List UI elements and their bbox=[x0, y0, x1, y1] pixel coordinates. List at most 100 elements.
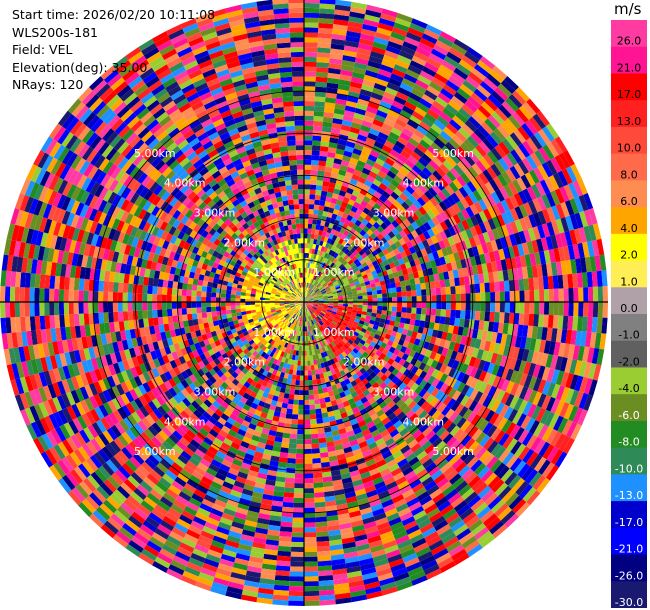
velocity-gate bbox=[313, 344, 317, 350]
velocity-gate bbox=[513, 129, 527, 144]
velocity-gate bbox=[319, 267, 324, 273]
velocity-gate bbox=[382, 540, 398, 550]
velocity-gate bbox=[390, 243, 398, 251]
velocity-gate bbox=[552, 315, 559, 329]
velocity-gate bbox=[313, 304, 319, 306]
velocity-gate bbox=[452, 203, 462, 214]
velocity-gate bbox=[395, 476, 407, 486]
velocity-gate bbox=[279, 361, 285, 368]
velocity-gate bbox=[331, 213, 338, 220]
velocity-gate bbox=[451, 359, 460, 370]
velocity-gate bbox=[504, 471, 518, 486]
velocity-gate bbox=[369, 364, 377, 372]
velocity-gate bbox=[432, 492, 446, 504]
velocity-gate bbox=[310, 428, 318, 435]
velocity-gate bbox=[365, 259, 372, 266]
velocity-gate bbox=[411, 575, 428, 586]
velocity-gate bbox=[257, 378, 264, 386]
velocity-gate bbox=[376, 339, 383, 347]
velocity-gate bbox=[331, 384, 338, 391]
velocity-gate bbox=[244, 453, 254, 461]
velocity-gate bbox=[375, 78, 389, 87]
velocity-gate bbox=[390, 330, 398, 338]
velocity-gate bbox=[484, 311, 491, 322]
velocity-gate bbox=[430, 544, 447, 556]
velocity-gate bbox=[346, 430, 355, 438]
velocity-gate bbox=[311, 324, 315, 330]
velocity-gate bbox=[523, 278, 530, 291]
velocity-gate bbox=[394, 208, 403, 217]
velocity-gate bbox=[372, 353, 380, 361]
velocity-gate bbox=[442, 238, 451, 248]
velocity-gate bbox=[373, 558, 389, 568]
velocity-gate bbox=[541, 194, 552, 209]
velocity-gate bbox=[550, 355, 559, 370]
velocity-gate bbox=[361, 311, 367, 316]
velocity-gate bbox=[411, 344, 419, 352]
velocity-gate bbox=[251, 434, 261, 442]
velocity-gate bbox=[321, 281, 326, 286]
velocity-gate bbox=[391, 525, 406, 536]
velocity-gate bbox=[370, 206, 379, 215]
velocity-gate bbox=[283, 427, 291, 434]
velocity-gate bbox=[367, 463, 378, 472]
velocity-gate bbox=[285, 353, 291, 359]
velocity-gate bbox=[444, 278, 451, 288]
velocity-gate bbox=[421, 153, 432, 164]
velocity-gate bbox=[367, 253, 374, 260]
velocity-gate bbox=[315, 516, 328, 523]
velocity-gate bbox=[361, 378, 369, 386]
velocity-gate bbox=[272, 445, 281, 453]
velocity-gate bbox=[442, 107, 456, 120]
velocity-gate bbox=[348, 299, 354, 302]
velocity-gate bbox=[357, 497, 370, 506]
velocity-gate bbox=[534, 149, 547, 165]
velocity-gate bbox=[249, 439, 259, 447]
velocity-gate bbox=[355, 399, 363, 407]
velocity-gate bbox=[555, 233, 563, 248]
velocity-gate bbox=[384, 140, 395, 150]
velocity-gate bbox=[319, 373, 325, 379]
velocity-gate bbox=[311, 292, 316, 296]
velocity-gate bbox=[322, 323, 327, 329]
velocity-gate bbox=[313, 318, 318, 324]
velocity-gate bbox=[311, 443, 320, 449]
velocity-gate bbox=[346, 565, 362, 574]
velocity-gate bbox=[387, 400, 396, 409]
velocity-gate bbox=[521, 348, 530, 362]
velocity-gate bbox=[439, 31, 456, 43]
velocity-gate bbox=[323, 351, 328, 357]
velocity-gate bbox=[563, 403, 575, 420]
velocity-gate bbox=[318, 297, 324, 300]
velocity-gate bbox=[387, 109, 400, 119]
velocity-gate bbox=[494, 160, 506, 174]
velocity-gate bbox=[334, 9, 351, 17]
velocity-gate bbox=[355, 208, 363, 216]
velocity-gate bbox=[399, 192, 409, 202]
velocity-gate bbox=[339, 380, 347, 388]
velocity-gate bbox=[402, 360, 411, 369]
velocity-gate bbox=[339, 74, 352, 82]
velocity-gate bbox=[318, 298, 324, 301]
velocity-gate bbox=[315, 254, 320, 261]
velocity-gate bbox=[307, 223, 313, 229]
velocity-gate bbox=[295, 458, 304, 464]
velocity-gate bbox=[316, 291, 321, 295]
velocity-gate bbox=[510, 149, 522, 164]
velocity-gate bbox=[517, 347, 525, 361]
velocity-gate bbox=[419, 320, 426, 328]
velocity-gate bbox=[570, 163, 582, 181]
velocity-gate bbox=[439, 338, 447, 348]
velocity-gate bbox=[478, 419, 490, 432]
velocity-gate bbox=[381, 393, 390, 402]
velocity-gate bbox=[307, 277, 310, 283]
velocity-gate bbox=[338, 79, 351, 87]
velocity-gate bbox=[497, 83, 513, 98]
velocity-gate bbox=[210, 540, 226, 550]
velocity-gate bbox=[333, 326, 339, 332]
velocity-gate bbox=[234, 433, 245, 441]
velocity-gate bbox=[342, 260, 348, 266]
velocity-gate bbox=[464, 51, 480, 64]
velocity-gate bbox=[288, 343, 293, 350]
velocity-gate bbox=[337, 376, 345, 383]
